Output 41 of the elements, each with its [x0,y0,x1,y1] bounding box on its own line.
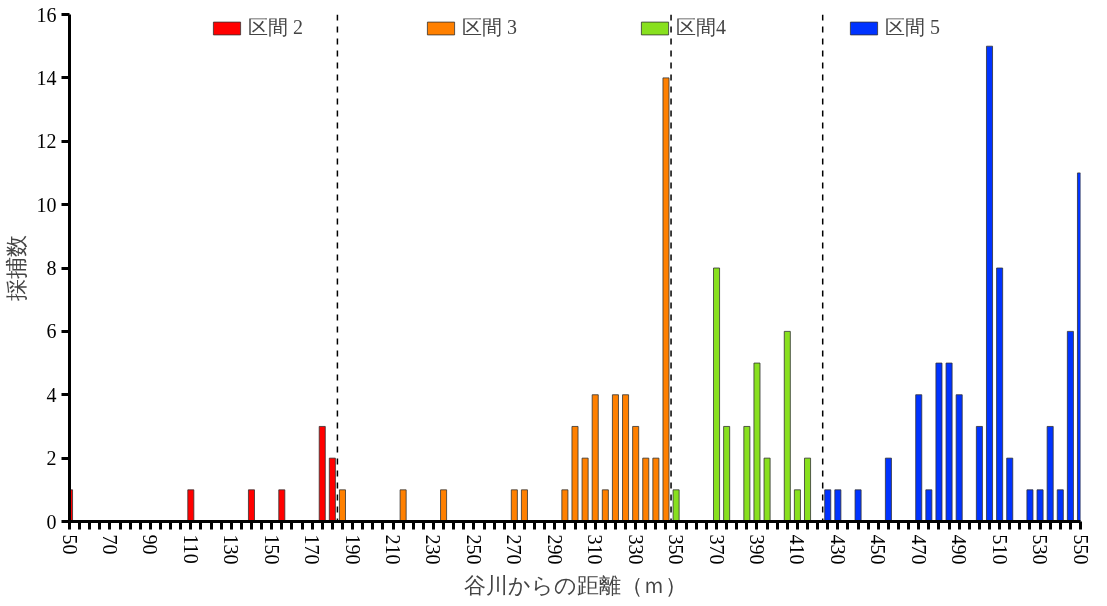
x-tick-label: 530 [1029,534,1052,565]
x-tick-label: 310 [584,534,607,565]
x-tick-label: 510 [988,534,1011,565]
x-tick-label: 190 [341,534,364,565]
x-tick-label: 390 [745,534,768,565]
x-tick-label: 150 [260,534,283,565]
x-tick-label: 50 [58,534,81,555]
x-tick-label: 490 [948,534,971,565]
y-tick-label: 8 [46,257,57,279]
x-tick-label: 450 [867,534,890,565]
y-tick-label: 14 [36,66,57,89]
x-tick-label: 350 [665,534,688,565]
x-tick-label: 550 [1069,534,1092,565]
legend-label: 区間 3 [462,15,517,40]
legend-label: 区間 2 [248,15,303,40]
x-tick-label: 170 [301,534,324,565]
y-tick-label: 4 [46,383,57,406]
x-tick-label: 330 [624,534,647,565]
y-tick-label: 12 [36,130,57,153]
legend-label: 区間4 [676,15,726,40]
x-tick-label: 270 [503,534,526,565]
x-tick-label: 250 [462,534,485,565]
x-tick-label: 210 [382,534,405,565]
y-axis-title: 採捕数 [3,235,29,301]
y-tick-label: 10 [36,193,57,216]
x-tick-label: 230 [422,534,445,565]
x-tick-label: 110 [179,534,202,564]
y-tick-label: 16 [36,3,57,26]
x-tick-label: 430 [826,534,849,565]
y-tick-label: 0 [46,510,57,533]
x-tick-label: 410 [786,534,809,565]
y-tick-label: 2 [46,447,57,470]
legend-label: 区間 5 [885,15,940,40]
x-tick-label: 90 [139,534,162,555]
x-tick-label: 370 [705,534,728,565]
x-tick-label: 70 [98,534,121,555]
x-tick-label: 130 [220,534,243,565]
x-axis-title: 谷川からの距離（ｍ） [463,572,687,598]
x-tick-label: 470 [907,534,930,565]
x-tick-label: 290 [543,534,566,565]
y-tick-label: 6 [46,320,57,343]
